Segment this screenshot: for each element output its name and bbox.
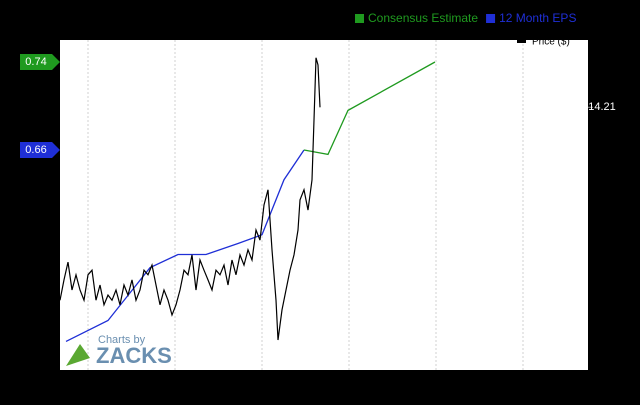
watermark: Charts by ZACKS: [66, 334, 172, 368]
series-line: [65, 149, 305, 342]
watermark-text: Charts by: [98, 334, 146, 346]
series-line: [59, 57, 321, 341]
y2-tick-label: 14.21: [588, 101, 616, 113]
watermark-brand: ZACKS: [96, 343, 172, 368]
legend-swatch: [355, 14, 364, 23]
y-tick-label: 0.66: [25, 144, 46, 156]
y-tick-label: 0.74: [25, 56, 46, 68]
legend-label: Price ($): [532, 37, 570, 48]
series-line: [303, 61, 436, 156]
legend-swatch: [517, 40, 526, 43]
legend-swatch: [486, 14, 496, 23]
plot-area: [60, 40, 588, 370]
legend-label: 12 Month EPS: [499, 11, 576, 25]
grid: [87, 40, 524, 370]
legend-label: Consensus Estimate: [368, 11, 478, 25]
y-tick-tag: [20, 142, 60, 158]
watermark-logo: [66, 344, 90, 366]
y-tick-tag: [20, 54, 60, 70]
